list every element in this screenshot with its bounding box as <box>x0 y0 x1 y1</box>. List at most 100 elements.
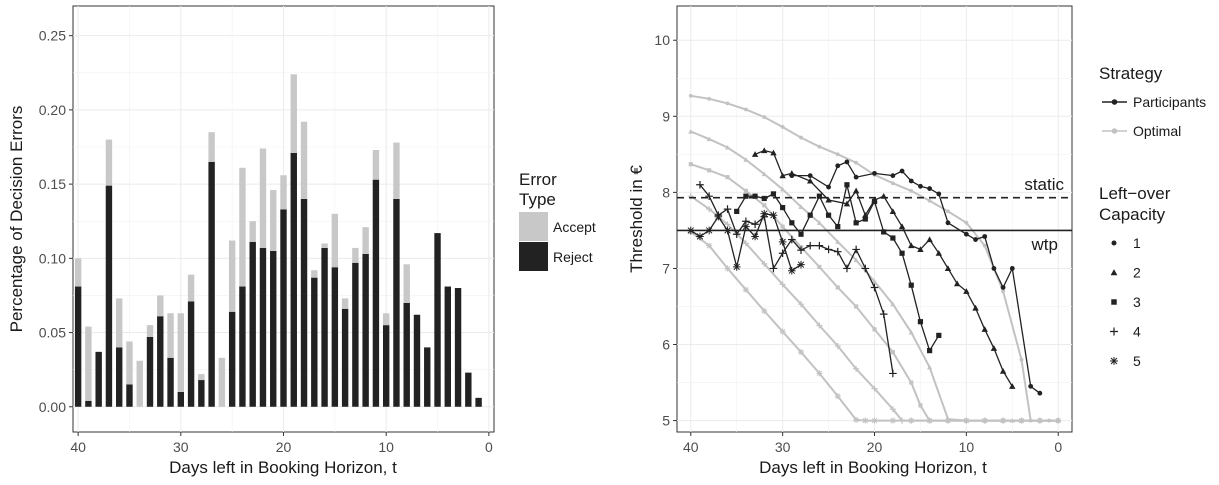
bar-reject <box>454 288 462 407</box>
participant-point <box>881 229 887 235</box>
bar-reject <box>393 198 400 407</box>
x-tick-label: 40 <box>70 439 86 455</box>
bar-reject <box>382 325 390 407</box>
x-tick-label: 30 <box>775 439 791 455</box>
participant-point <box>742 222 750 231</box>
optimal-point <box>889 406 896 413</box>
bar-accept <box>85 326 92 401</box>
optimal-point <box>853 416 860 423</box>
optimal-point <box>761 308 768 315</box>
capacity-legend-entries: 1 2 3 4 5 <box>1110 235 1141 369</box>
x-tick-label: 0 <box>485 439 493 455</box>
participant-point <box>890 235 896 241</box>
capacity-legend-title-1: Left−over <box>1099 184 1171 203</box>
y-tick-label: 7 <box>662 260 670 276</box>
optimal-point <box>706 242 713 249</box>
bar-reject <box>321 247 328 407</box>
optimal-point <box>890 181 895 186</box>
participant-point <box>899 168 905 174</box>
participant-point <box>844 182 850 188</box>
optimal-point <box>779 281 786 288</box>
optimal-point <box>816 370 823 377</box>
legend-title-line-2: Type <box>519 190 556 209</box>
participant-point <box>789 220 795 226</box>
bar-accept <box>341 298 349 309</box>
optimal-point <box>725 101 730 106</box>
participant-point <box>917 246 924 252</box>
participant-point <box>935 250 943 256</box>
optimal-point <box>725 175 730 180</box>
bar-reject <box>74 286 82 407</box>
legend-reject-label: Reject <box>553 249 593 265</box>
participant-point <box>761 147 768 154</box>
bar-reject <box>413 314 421 407</box>
y-tick-label: 10 <box>654 32 670 48</box>
bar-reject <box>177 391 185 407</box>
bar-reject <box>198 380 205 407</box>
participant-point <box>696 180 704 189</box>
line-y-axis-label: Threshold in € <box>627 165 646 273</box>
optimal-point <box>742 286 749 293</box>
bar-reject <box>239 286 246 407</box>
bar-accept <box>249 221 256 243</box>
participant-line-cap-2 <box>754 149 1013 387</box>
participant-point <box>908 282 914 288</box>
optimal-point <box>854 160 859 165</box>
line-x-axis-label: Days left in Booking Horizon, t <box>759 458 987 477</box>
participant-point <box>944 265 952 272</box>
optimal-point <box>706 136 712 142</box>
participant-point <box>743 193 749 199</box>
line-chart: 40 30 20 10 0 5 6 7 8 9 10 static wtp Days left i… <box>627 5 1073 477</box>
participant-point <box>825 212 832 218</box>
optimal-point <box>797 301 805 308</box>
optimal-point <box>871 417 878 424</box>
participant-point <box>1009 266 1015 271</box>
optimal-point <box>1018 417 1025 424</box>
participant-point <box>880 192 887 199</box>
bar-accept <box>228 240 236 312</box>
bar-accept <box>198 374 205 381</box>
bar-reject <box>116 347 123 407</box>
participant-point <box>770 149 777 156</box>
optimal-point <box>743 157 749 162</box>
optimal-point <box>817 144 822 149</box>
y-tick-label: 0.10 <box>39 250 66 266</box>
participant-point <box>833 247 842 256</box>
participant-point <box>862 216 868 222</box>
wtp-label: wtp <box>1031 235 1058 254</box>
participant-point <box>769 264 778 273</box>
optimal-point <box>1000 417 1007 424</box>
optimal-point <box>835 239 841 244</box>
participant-point <box>853 220 859 226</box>
optimal-point <box>908 417 915 424</box>
bar-reject <box>434 233 441 407</box>
y-tick-label: 0.05 <box>39 325 66 341</box>
bar-reject <box>331 267 339 407</box>
optimal-point <box>835 152 840 157</box>
bar-accept <box>352 247 359 263</box>
participant-point <box>953 280 961 287</box>
bar-reject <box>362 253 369 407</box>
legend-accept-swatch <box>519 212 548 241</box>
participant-point <box>852 187 860 194</box>
participant-point <box>1028 383 1034 389</box>
participant-point <box>705 226 713 235</box>
optimal-point <box>927 364 933 370</box>
optimal-point <box>964 220 969 225</box>
bar-accept <box>382 313 390 326</box>
participant-point <box>807 173 813 179</box>
participant-point <box>780 204 786 211</box>
x-tick-label: 30 <box>173 439 189 455</box>
bar-accept <box>300 121 308 199</box>
bar-reject <box>249 242 256 407</box>
optimal-point <box>798 204 804 209</box>
legend-participants-marker <box>1111 99 1118 105</box>
participant-point <box>769 211 778 219</box>
optimal-point <box>853 257 859 263</box>
x-tick-label: 10 <box>959 439 975 455</box>
bar-reject <box>146 337 154 407</box>
legend-marker-asterisk <box>1110 357 1118 365</box>
bar-accept <box>105 139 113 186</box>
participant-point <box>815 241 824 250</box>
participant-point <box>889 369 897 378</box>
